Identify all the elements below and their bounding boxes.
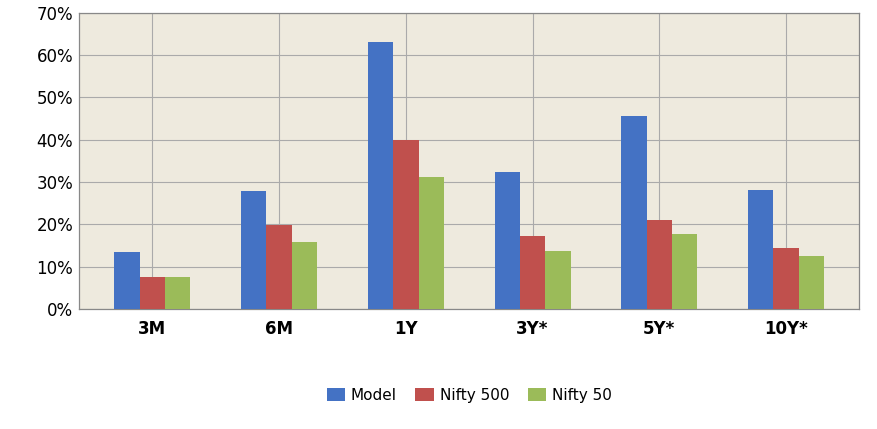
Bar bbox=[545, 251, 571, 309]
Bar bbox=[646, 220, 672, 309]
Bar bbox=[241, 191, 267, 309]
Bar bbox=[748, 190, 774, 309]
Bar bbox=[621, 116, 646, 309]
Bar bbox=[139, 277, 165, 309]
Bar bbox=[672, 234, 697, 309]
Bar bbox=[367, 42, 393, 309]
Bar bbox=[774, 248, 799, 309]
Bar bbox=[267, 225, 292, 309]
Bar bbox=[292, 242, 317, 309]
Bar bbox=[520, 236, 545, 309]
Bar bbox=[495, 172, 520, 309]
Bar bbox=[114, 252, 139, 309]
Bar bbox=[393, 140, 418, 309]
Bar bbox=[165, 277, 190, 309]
Legend: Model, Nifty 500, Nifty 50: Model, Nifty 500, Nifty 50 bbox=[320, 382, 618, 409]
Bar bbox=[799, 256, 824, 309]
Bar bbox=[418, 177, 444, 309]
